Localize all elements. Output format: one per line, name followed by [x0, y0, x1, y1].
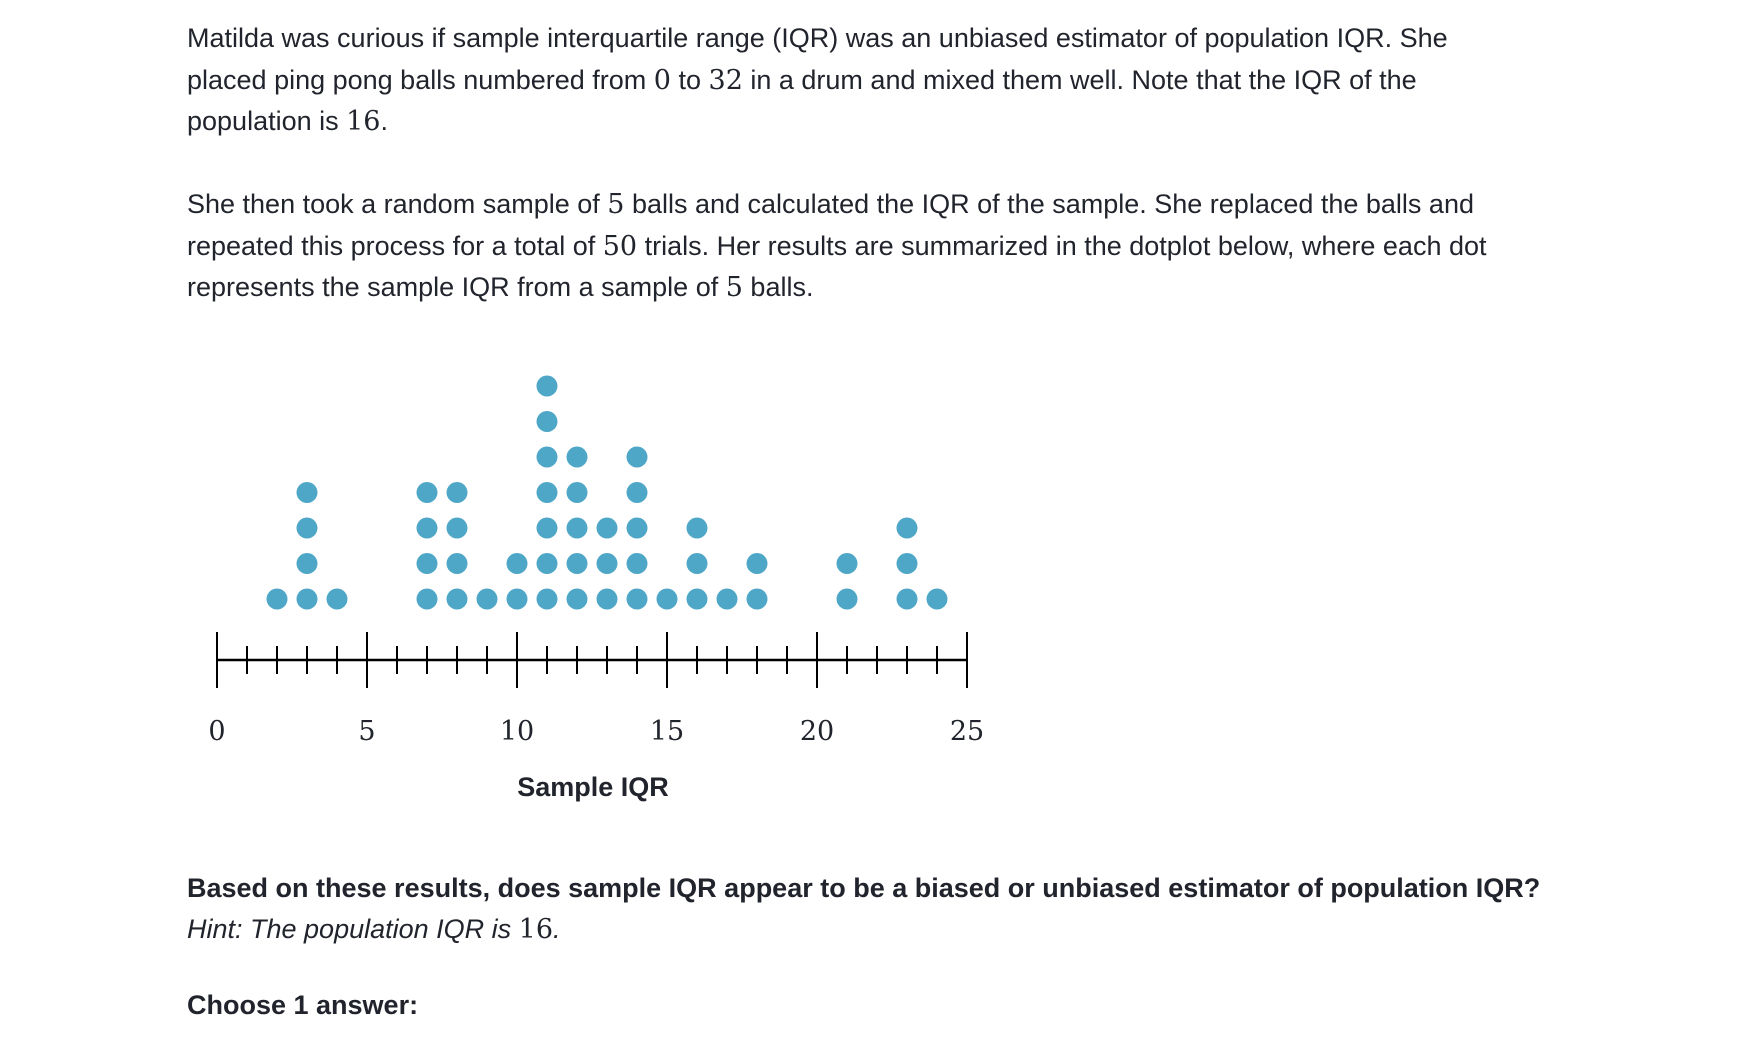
- dot: [506, 553, 528, 574]
- dot: [296, 482, 318, 503]
- dot: [596, 588, 618, 610]
- dot: [746, 588, 768, 610]
- dot: [326, 588, 348, 610]
- x-axis-label: Sample IQR: [517, 772, 669, 802]
- dot: [626, 517, 648, 539]
- p1-text-3: in a drum and mixed them well. Note that…: [187, 64, 1417, 137]
- dot: [446, 553, 468, 574]
- dot: [536, 517, 558, 539]
- tick-labels: 0 5 10 15 20 25: [208, 716, 984, 747]
- dot: [686, 553, 708, 574]
- dot: [836, 588, 858, 610]
- hint-end: .: [553, 914, 561, 944]
- dot: [446, 588, 468, 610]
- dot: [626, 446, 648, 468]
- dot: [416, 553, 438, 574]
- tick-label: 20: [800, 716, 834, 747]
- dot: [536, 411, 558, 432]
- dot: [596, 553, 618, 574]
- dot: [296, 553, 318, 574]
- dot: [536, 588, 558, 610]
- dot: [476, 588, 498, 610]
- dot: [536, 375, 558, 397]
- dot: [596, 517, 618, 539]
- dot: [836, 553, 858, 574]
- dot: [626, 553, 648, 574]
- dot: [266, 588, 288, 610]
- p2-text-2: balls and calculated the IQR of the samp…: [187, 189, 1474, 261]
- dot: [446, 517, 468, 539]
- dot: [536, 553, 558, 574]
- dot: [896, 588, 918, 610]
- question-hint: Hint: The population IQR is 16.: [187, 909, 1587, 950]
- p2-text-4: balls.: [742, 272, 814, 302]
- p1-text-4: .: [380, 106, 388, 136]
- x-axis: [216, 632, 968, 688]
- dot: [416, 588, 438, 610]
- dot: [536, 482, 558, 503]
- dot: [656, 588, 678, 610]
- p2-number-5b: 5: [725, 272, 743, 303]
- dot: [686, 517, 708, 539]
- dot: [896, 553, 918, 574]
- dots: [266, 375, 948, 610]
- dot: [626, 588, 648, 610]
- p1-number-32: 32: [708, 64, 743, 96]
- hint-text: Hint: The population IQR is: [187, 914, 519, 944]
- problem-paragraph-1: Matilda was curious if sample interquart…: [187, 18, 1527, 143]
- tick-label: 5: [358, 716, 375, 747]
- dot: [746, 553, 768, 574]
- p1-number-0: 0: [653, 64, 671, 96]
- p1-number-16: 16: [346, 106, 381, 137]
- dot: [416, 482, 438, 503]
- choose-answer-label: Choose 1 answer:: [187, 990, 419, 1020]
- problem-paragraph-2: She then took a random sample of 5 balls…: [187, 184, 1527, 309]
- dotplot-chart: 0 5 10 15 20 25 Sample IQR: [208, 375, 984, 802]
- dot: [926, 588, 948, 610]
- tick-label: 10: [500, 716, 534, 747]
- dot: [626, 482, 648, 503]
- tick-label: 25: [950, 716, 984, 747]
- p2-number-50: 50: [602, 230, 638, 262]
- dot: [446, 482, 468, 503]
- dot: [716, 588, 738, 610]
- dot: [296, 588, 318, 610]
- question-text: Based on these results, does sample IQR …: [187, 873, 1541, 903]
- dot: [896, 517, 918, 539]
- dot: [686, 588, 708, 610]
- dot: [536, 446, 558, 468]
- dot: [296, 517, 318, 539]
- p2-number-5: 5: [607, 189, 625, 220]
- dot: [566, 446, 588, 468]
- tick-label: 15: [650, 716, 684, 747]
- dot: [566, 517, 588, 539]
- dot: [566, 553, 588, 574]
- dot: [566, 588, 588, 610]
- dot: [416, 517, 438, 539]
- dot: [506, 588, 528, 610]
- tick-label: 0: [208, 716, 225, 747]
- hint-number-16: 16: [518, 914, 554, 945]
- dot: [566, 482, 588, 503]
- question-block: Based on these results, does sample IQR …: [187, 868, 1587, 950]
- p2-text-3: trials. Her results are summarized in th…: [187, 230, 1487, 303]
- p1-text-2: to: [670, 64, 709, 95]
- p2-text-1: She then took a random sample of: [187, 189, 608, 219]
- p1-text-1: Matilda was curious if sample interquart…: [187, 23, 1448, 95]
